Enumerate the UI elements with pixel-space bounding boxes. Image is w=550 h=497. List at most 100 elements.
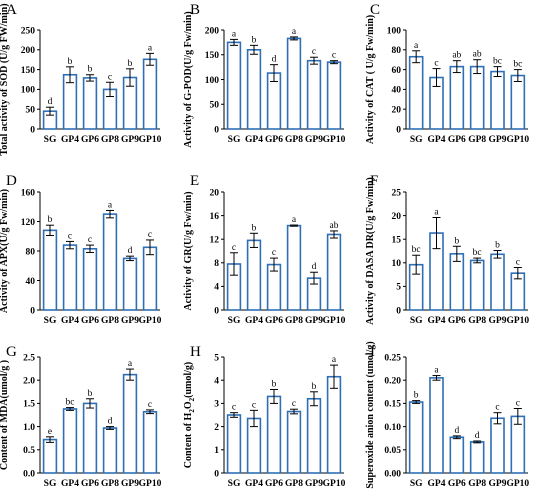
- panel-h-ytick-label: 5: [214, 353, 219, 363]
- panel-d-significance-letter: c: [148, 230, 152, 240]
- panel-g-letter: G: [6, 344, 17, 360]
- panel-i-significance-letter: c: [495, 403, 499, 413]
- panel-a-significance-letter: c: [108, 72, 112, 82]
- panel-c-significance-letter: a: [414, 41, 419, 51]
- panel-i-bar-gp10: [510, 415, 526, 474]
- panel-i-xtick-label: GP8: [468, 479, 486, 489]
- panel-h-significance-letter: c: [252, 400, 256, 410]
- panel-d-xtick-label: GP10: [139, 316, 162, 326]
- panel-b-xtick-label: GP6: [265, 135, 283, 145]
- panel-d-bar-sg: [42, 229, 58, 311]
- panel-e-ytick-label: 16: [210, 212, 220, 222]
- panel-g-xtick-label: GP6: [81, 479, 99, 489]
- panel-b-xtick-label: GP9: [305, 135, 323, 145]
- panel-h-ytick-label: 0: [214, 469, 219, 479]
- panel-b-bar-gp9: [306, 59, 322, 130]
- panel-e-ytick-label: 12: [210, 236, 220, 246]
- panel-i-chart: I 0.00 0.05 0.10 0.15 0.20 0.25 Superoxide anio…: [365, 341, 529, 489]
- panel-a-significance-letter: b: [128, 59, 133, 69]
- panel-e-significance-letter: c: [232, 243, 236, 253]
- panel-d-xtick-label: SG: [44, 316, 57, 326]
- panel-g-significance-letter: c: [148, 400, 152, 410]
- panel-c-letter: C: [370, 2, 380, 18]
- panel-f-significance-letter: b: [454, 236, 459, 246]
- panel-f-ytick-label: 20: [392, 212, 402, 222]
- panel-d-significance-letter: b: [48, 215, 53, 225]
- panel-e-ytick-label: 20: [210, 188, 220, 198]
- panel-e-letter: E: [190, 173, 199, 189]
- panel-d-xtick-label: GP6: [81, 316, 99, 326]
- panel-f-significance-letter: bc: [412, 245, 421, 255]
- panel-c-significance-letter: ab: [473, 50, 482, 60]
- panel-a-xtick-label: GP4: [61, 135, 79, 145]
- panel-f-significance-letter: a: [434, 207, 439, 217]
- panel-b-chart: B 0 50 100 150 200 Activity of G-POD(U/g Fw/mi…: [183, 2, 346, 148]
- panel-c-xtick-label: GP8: [468, 135, 486, 145]
- panel-c-significance-letter: bc: [493, 57, 502, 67]
- panel-b-ytick-label: 200: [205, 26, 220, 36]
- panel-d-bar-gp10: [142, 246, 158, 311]
- panel-a-ytick-label: 150: [21, 66, 36, 76]
- panel-i-bar-gp9: [490, 417, 505, 474]
- panel-i-bar-gp6: [449, 436, 465, 474]
- panel-f-xtick-label: GP4: [428, 316, 446, 326]
- panel-i-significance-letter: d: [475, 431, 480, 441]
- panel-b-xtick-label: GP10: [323, 135, 346, 145]
- panel-d-significance-letter: c: [88, 235, 92, 245]
- panel-b-xtick-label: GP4: [245, 135, 263, 145]
- panel-f-ytick-label: 25: [392, 188, 402, 198]
- panel-g-significance-letter: d: [108, 417, 113, 427]
- panel-e-significance-letter: b: [252, 223, 257, 233]
- panel-e-ytick-label: 0: [214, 306, 219, 316]
- panel-i-ytick-label: 0.25: [384, 353, 401, 363]
- panel-d-chart: D 0 40 80 120 160 Activity of APX(U/g Fw/min) b…: [0, 173, 162, 326]
- panel-f-significance-letter: b: [495, 241, 500, 251]
- panel-h-xtick-label: GP10: [323, 479, 346, 489]
- panel-d-ytick-label: 120: [21, 218, 36, 228]
- panel-e-xtick-label: GP4: [245, 316, 263, 326]
- panel-g-xtick-label: SG: [44, 479, 57, 489]
- panel-f-ytick-label: 15: [392, 236, 402, 246]
- panel-h-y-axis-label-part: (umol/g): [183, 362, 194, 398]
- panel-g-significance-letter: a: [128, 359, 133, 369]
- panel-g-y-axis-label: Content of MDA(umol/g ): [0, 360, 10, 470]
- panel-h-ytick-label: 3: [214, 400, 219, 410]
- panel-e-significance-letter: d: [312, 262, 317, 272]
- panel-c-significance-letter: bc: [513, 60, 522, 70]
- panel-g-ytick-label: 0.0: [23, 469, 35, 479]
- panel-a-chart: A 0 50 100 150 200 250 Total activity of SOD (U…: [0, 2, 162, 156]
- panel-a-letter: A: [6, 2, 17, 18]
- panel-c-ytick-label: 100: [387, 26, 402, 36]
- panel-h-bar-gp6: [266, 395, 282, 474]
- panel-f-bar-gp6: [449, 253, 465, 311]
- panel-d-xtick-label: GP4: [61, 316, 79, 326]
- panel-h-y-axis-label-part: 2: [188, 397, 196, 401]
- panel-g-bar-gp9: [122, 373, 138, 474]
- panel-a-xtick-label: SG: [44, 135, 57, 145]
- panel-i-significance-letter: d: [454, 426, 459, 436]
- panel-b-ytick-label: 100: [205, 76, 220, 86]
- panel-h-bar-sg: [226, 414, 242, 474]
- panel-h-xtick-label: GP4: [245, 479, 263, 489]
- panel-c-xtick-label: GP4: [428, 135, 446, 145]
- panel-h-y-axis-label: Content of H2O2(umol/g): [183, 362, 196, 468]
- panel-f-significance-letter: bc: [473, 248, 482, 258]
- panel-g-xtick-label: GP10: [139, 479, 162, 489]
- panel-c-y-axis-label: Activity of CAT ( U/g Fw/min): [365, 15, 376, 144]
- panel-b-bar-sg: [226, 41, 242, 130]
- panel-i-bar-gp4: [429, 377, 444, 474]
- panel-a-ytick-label: 200: [21, 46, 36, 56]
- panel-a-xtick-label: GP10: [139, 135, 162, 145]
- panel-a-ytick-label: 100: [21, 86, 36, 96]
- panel-c-xtick-label: GP10: [506, 135, 529, 145]
- panel-d-y-axis-label: Activity of APX(U/g Fw/min): [0, 189, 10, 313]
- panel-g-significance-letter: bc: [66, 398, 75, 408]
- panel-d-ytick-label: 40: [26, 277, 36, 287]
- panel-g-significance-letter: e: [48, 427, 52, 437]
- panel-h-y-axis-label-part: 2: [188, 409, 196, 413]
- panel-f-ytick-label: 5: [396, 283, 401, 293]
- panel-i-letter: I: [370, 344, 375, 360]
- panel-f-xtick-label: GP9: [489, 316, 507, 326]
- panel-c-significance-letter: c: [434, 59, 438, 69]
- panel-h-xtick-label: SG: [228, 479, 241, 489]
